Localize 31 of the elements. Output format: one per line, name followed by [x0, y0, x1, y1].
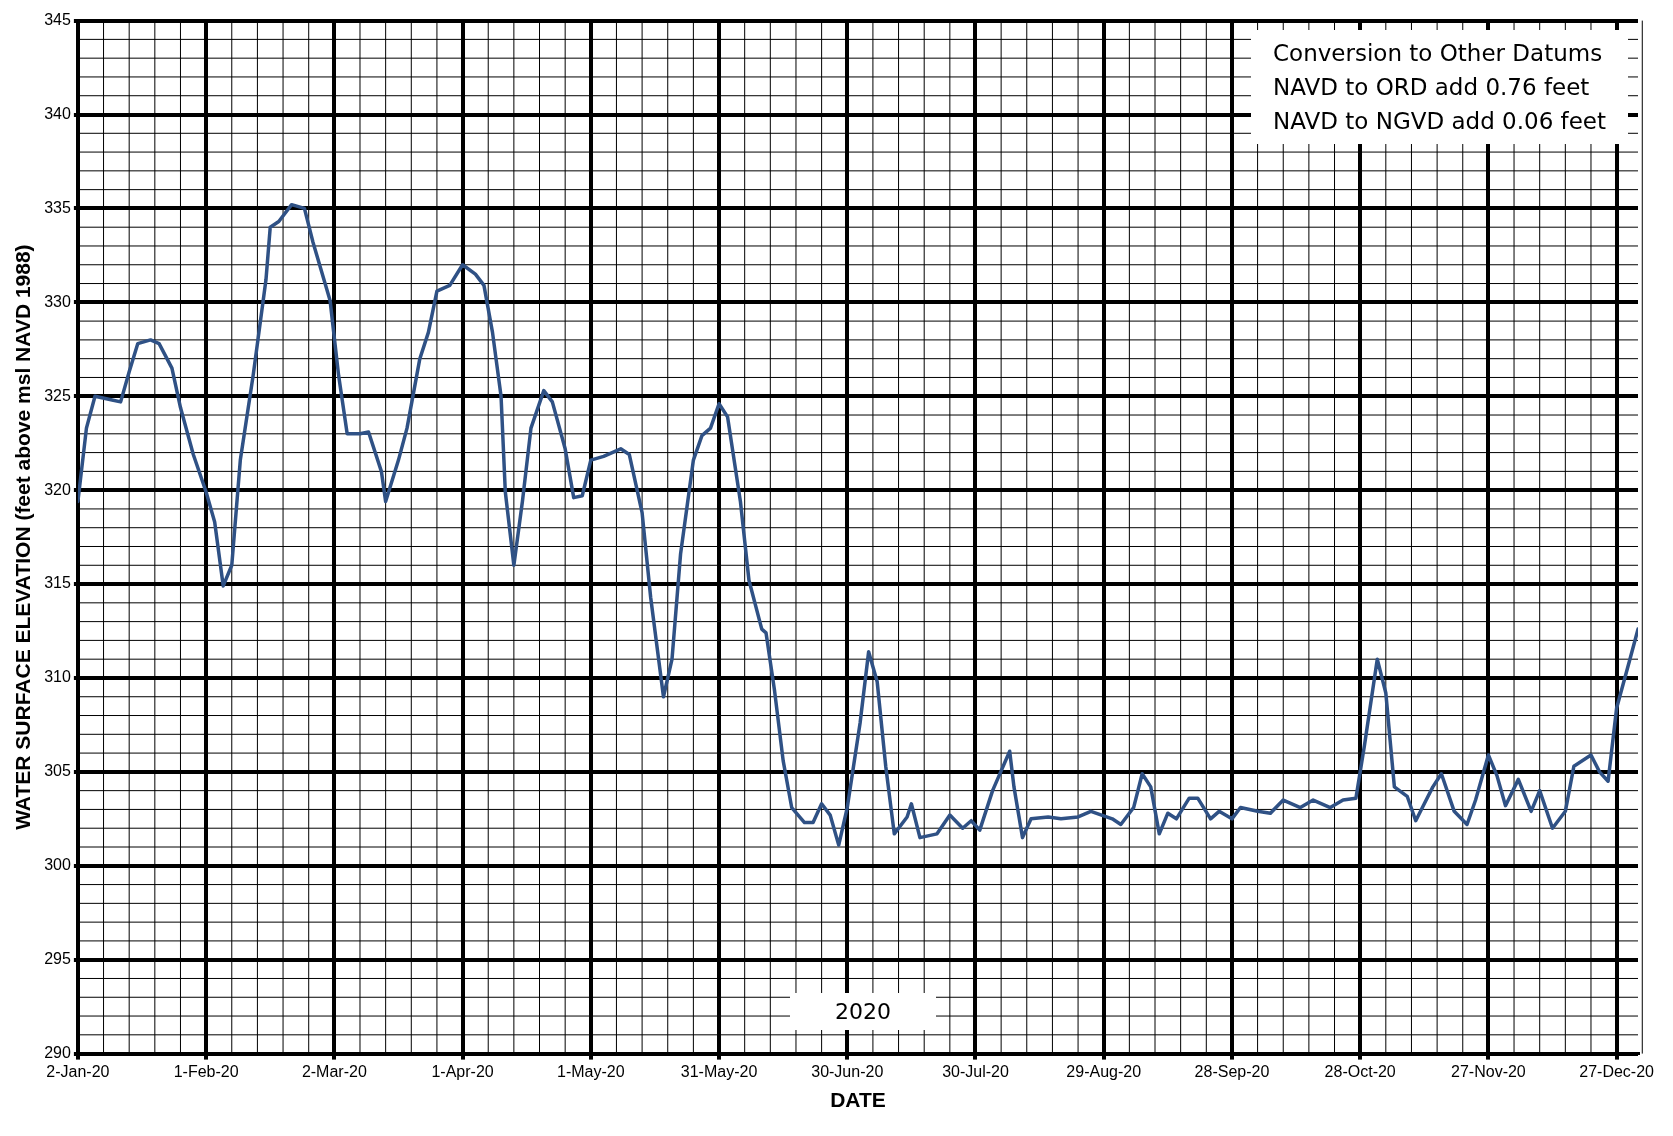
y-axis-title: WATER SURFACE ELEVATION (feet above msl NAVD 1988) — [11, 244, 35, 830]
y-tick-label: 295 — [44, 950, 71, 968]
y-tick-label: 335 — [44, 198, 71, 216]
x-tick-label: 1-May-20 — [557, 1062, 625, 1080]
x-tick-label: 30-Jun-20 — [811, 1062, 884, 1080]
y-tick-label: 305 — [44, 762, 71, 780]
x-tick-label: 2-Mar-20 — [301, 1062, 367, 1080]
x-tick-label: 28-Sep-20 — [1194, 1062, 1270, 1080]
y-tick-label: 320 — [44, 480, 71, 498]
x-tick-label: 1-Feb-20 — [173, 1062, 239, 1080]
x-tick-label: 1-Apr-20 — [431, 1062, 494, 1080]
y-tick-label: 300 — [44, 856, 71, 874]
y-tick-label: 310 — [44, 668, 71, 686]
y-tick-label: 330 — [44, 292, 71, 310]
y-tick-label: 290 — [44, 1044, 71, 1062]
x-tick-label: 27-Nov-20 — [1451, 1062, 1526, 1080]
note-box: Conversion to Other Datums NAVD to ORD add 0.76 feet NAVD to NGVD add 0.06 feet — [1251, 30, 1628, 144]
x-tick-label: 2-Jan-20 — [46, 1062, 110, 1080]
x-tick-label: 27-Dec-20 — [1579, 1062, 1655, 1080]
annotation: 2020 — [835, 999, 891, 1024]
y-tick-label: 315 — [44, 574, 71, 592]
annotation: Conversion to Other Datums NAVD to ORD add 0.76 feet NAVD to NGVD add 0.06 feet — [1273, 40, 1606, 134]
x-tick-label: 30-Jul-20 — [942, 1062, 1009, 1080]
x-tick-label: 29-Aug-20 — [1066, 1062, 1142, 1080]
y-tick-label: 340 — [44, 104, 71, 122]
x-tick-label: 31-May-20 — [680, 1062, 758, 1080]
x-tick-label: 28-Oct-20 — [1324, 1062, 1396, 1080]
x-axis-title: DATE — [830, 1088, 886, 1112]
note-box: 2020 — [790, 993, 936, 1030]
y-tick-label: 325 — [44, 386, 71, 404]
y-tick-label: 345 — [44, 11, 71, 29]
